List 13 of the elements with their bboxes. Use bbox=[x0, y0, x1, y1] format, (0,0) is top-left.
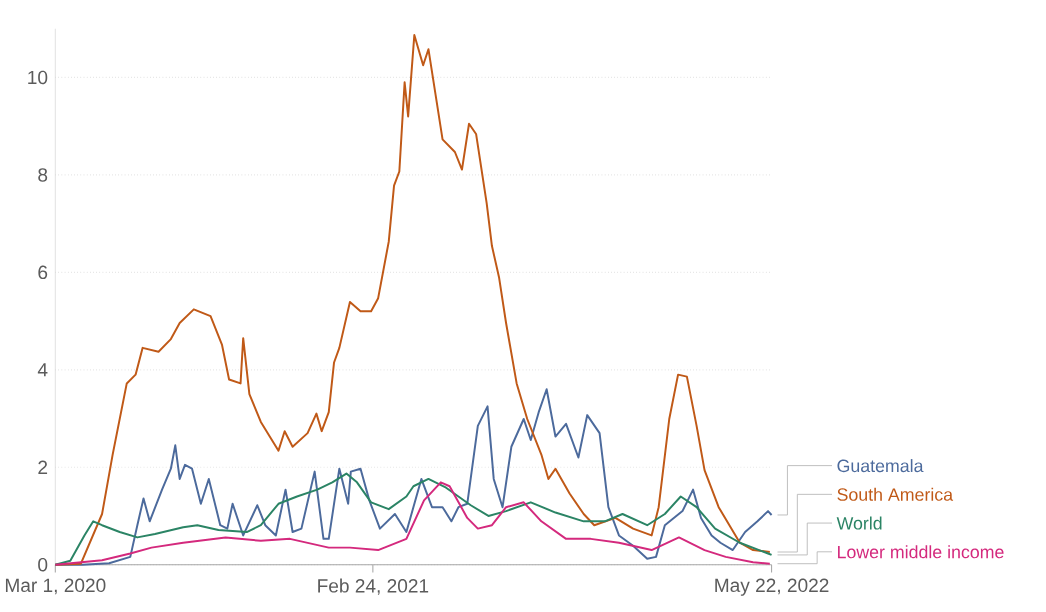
text: Guatemala bbox=[837, 458, 924, 473]
text: South America bbox=[837, 487, 954, 501]
x-tick-label: Feb 24, 2021 bbox=[318, 578, 429, 595]
text: World bbox=[836, 516, 882, 530]
y-tick-label: 8 bbox=[38, 168, 48, 182]
x-tick-label: Mar 1, 2020 bbox=[5, 578, 106, 595]
x-tick-label: May 22, 2022 bbox=[715, 578, 829, 596]
y-tick-label: 2 bbox=[38, 460, 48, 474]
text: Lower middle income bbox=[838, 545, 1004, 559]
y-tick-label: 6 bbox=[38, 265, 48, 279]
y-tick-label: 4 bbox=[37, 363, 48, 377]
y-tick-label: 10 bbox=[28, 70, 48, 85]
y-tick-label: 0 bbox=[38, 557, 48, 572]
